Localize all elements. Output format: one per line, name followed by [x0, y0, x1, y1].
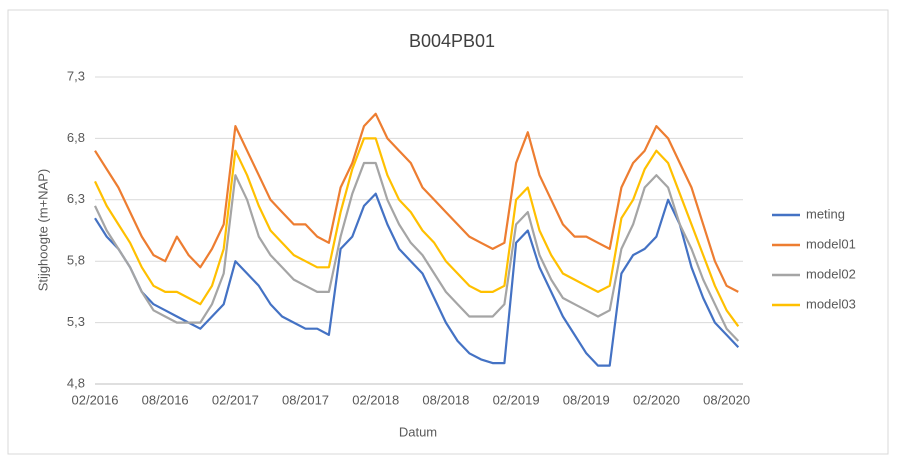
y-axis-label: Stijghoogte (m+NAP) [35, 169, 50, 291]
x-tick-label: 02/2019 [493, 392, 540, 407]
x-tick-label: 08/2017 [282, 392, 329, 407]
series-line [94, 161, 740, 342]
x-tick-label: 02/2017 [212, 392, 259, 407]
x-tick-label: 02/2016 [72, 392, 119, 407]
series-line [94, 112, 739, 293]
y-tick-label: 4,8 [67, 375, 85, 390]
y-tick-label: 5,3 [67, 314, 85, 329]
legend-label: model01 [806, 236, 856, 251]
series-line [94, 137, 740, 327]
chart-title: B004PB01 [409, 31, 495, 51]
legend-label: model03 [806, 296, 856, 311]
x-tick-label: 08/2016 [142, 392, 189, 407]
y-tick-label: 6,3 [67, 191, 85, 206]
legend-label: meting [806, 206, 845, 221]
legend-label: model02 [806, 266, 856, 281]
series-line [94, 192, 740, 367]
y-tick-label: 6,8 [67, 130, 85, 145]
x-tick-label: 08/2018 [422, 392, 469, 407]
x-tick-label: 02/2018 [352, 392, 399, 407]
y-tick-label: 5,8 [67, 253, 85, 268]
x-axis-label: Datum [399, 424, 437, 439]
x-tick-label: 08/2020 [703, 392, 750, 407]
x-tick-label: 08/2019 [563, 392, 610, 407]
x-tick-label: 02/2020 [633, 392, 680, 407]
chart-frame [7, 9, 889, 455]
y-tick-label: 7,3 [67, 68, 85, 83]
